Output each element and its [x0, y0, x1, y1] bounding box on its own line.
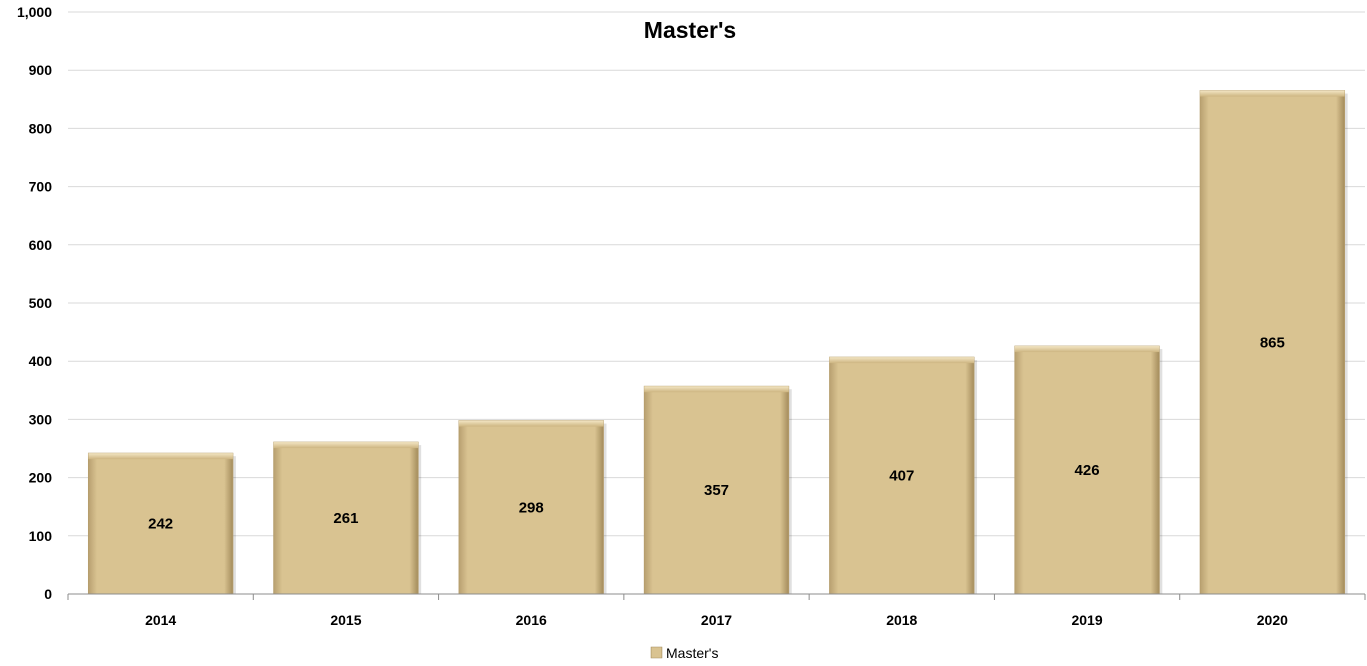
x-tick-label: 2016	[516, 612, 547, 628]
y-tick-label: 800	[29, 120, 53, 136]
data-label: 298	[519, 499, 544, 516]
bar-top-bevel	[273, 442, 419, 449]
x-tick-label: 2018	[886, 612, 917, 628]
data-label: 261	[333, 510, 358, 527]
y-tick-label: 400	[29, 353, 53, 369]
y-tick-label: 700	[29, 179, 53, 195]
bar	[87, 452, 234, 595]
data-label: 865	[1260, 334, 1285, 351]
y-axis: 0 100 200 300 400 500 600 700 800 900 1,000	[17, 4, 52, 602]
bar	[1014, 345, 1160, 595]
bar	[829, 356, 975, 595]
x-tick-label: 2017	[701, 612, 732, 628]
bar-top-bevel	[458, 420, 604, 427]
data-label: 426	[1075, 462, 1100, 479]
bar	[458, 420, 604, 595]
x-axis: 2014 2015 2016 2017 2018 2019 2020	[67, 593, 1366, 628]
y-tick-label: 1,000	[17, 4, 52, 20]
y-tick-label: 0	[44, 586, 52, 602]
chart-title: Master's	[644, 17, 736, 43]
y-tick-label: 300	[29, 411, 53, 427]
x-tick-label: 2020	[1257, 612, 1288, 628]
bar-top-bevel	[88, 453, 233, 460]
bars: 242 261 298 357 407 426 865	[87, 90, 1348, 595]
x-tick-label: 2014	[145, 612, 176, 628]
bar	[1199, 90, 1346, 595]
y-tick-label: 200	[29, 470, 53, 486]
data-label: 357	[704, 482, 729, 499]
y-tick-label: 900	[29, 62, 53, 78]
bar-top-bevel	[644, 386, 789, 393]
legend-swatch	[650, 646, 663, 659]
legend-label: Master's	[666, 645, 718, 661]
y-tick-label: 600	[29, 237, 53, 253]
y-tick-label: 100	[29, 528, 53, 544]
y-tick-label: 500	[29, 295, 53, 311]
bar-top-bevel	[1200, 90, 1345, 97]
legend: Master's	[650, 645, 718, 661]
x-tick-label: 2015	[330, 612, 361, 628]
data-label: 242	[148, 516, 173, 533]
data-label: 407	[889, 468, 914, 485]
bar-top-bevel	[1014, 346, 1160, 353]
x-tick-label: 2019	[1071, 612, 1102, 628]
bar-top-bevel	[829, 357, 975, 364]
